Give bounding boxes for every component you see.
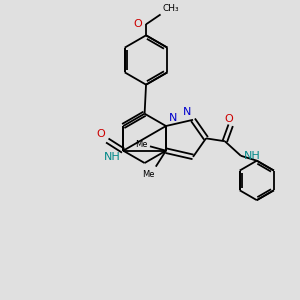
Text: Me: Me xyxy=(135,140,148,149)
Text: CH₃: CH₃ xyxy=(162,4,178,13)
Text: O: O xyxy=(225,114,234,124)
Text: NH: NH xyxy=(103,152,120,162)
Text: Me: Me xyxy=(142,169,155,178)
Text: O: O xyxy=(96,129,105,139)
Text: O: O xyxy=(134,19,142,29)
Text: N: N xyxy=(183,107,192,117)
Text: NH: NH xyxy=(244,151,260,161)
Text: N: N xyxy=(169,112,177,122)
